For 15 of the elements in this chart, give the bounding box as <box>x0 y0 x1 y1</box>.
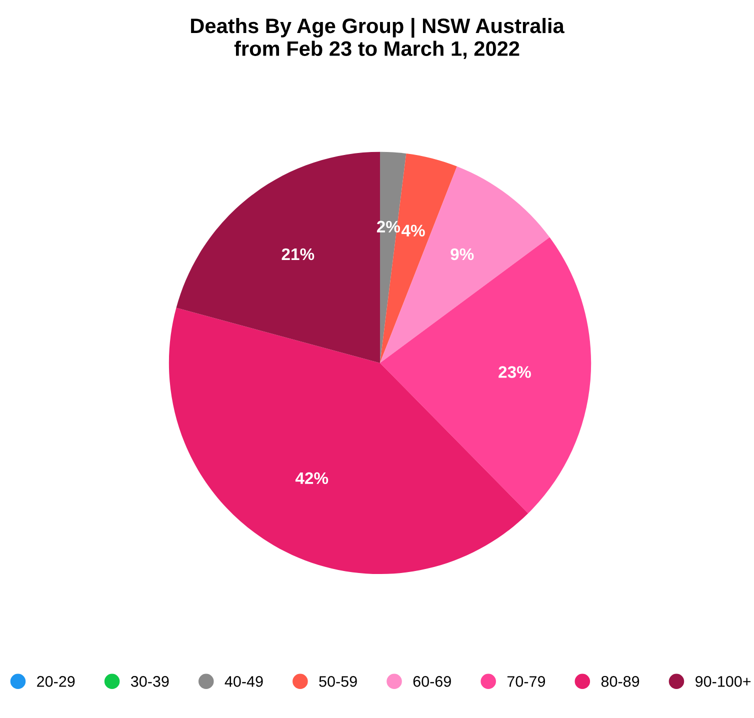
legend-label: 90-100+ <box>696 676 751 687</box>
chart-title: Deaths By Age Group | NSW Australia from Feb 23 to March 1, 2022 <box>191 18 564 60</box>
data-label: 42% <box>295 472 328 484</box>
data-label: 9% <box>450 248 474 260</box>
data-label: 21% <box>282 248 314 260</box>
legend-label: 50-59 <box>319 676 357 687</box>
legend-label: 20-29 <box>37 676 75 687</box>
legend-label: 40-49 <box>224 676 263 687</box>
legend-label: 30-39 <box>130 676 169 687</box>
legend-label: 60-69 <box>413 676 451 687</box>
data-label: 4% <box>401 224 425 236</box>
legend-label: 70-79 <box>507 676 546 687</box>
legend-label: 80-89 <box>601 676 640 687</box>
pie-slice <box>380 237 592 514</box>
data-label: 23% <box>498 366 531 378</box>
